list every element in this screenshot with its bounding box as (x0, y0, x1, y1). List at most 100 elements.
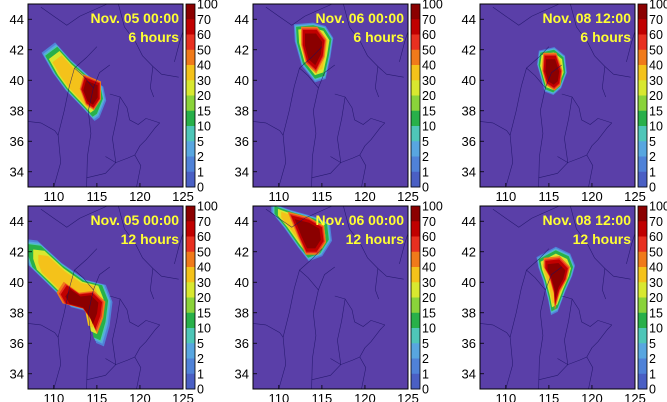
colorbar-tick-label: 60 (197, 230, 211, 244)
colorbar-segment (411, 236, 420, 253)
x-tick-label: 110 (268, 189, 289, 204)
colorbar-tick-label: 1 (197, 165, 204, 179)
panel-frame (252, 205, 409, 390)
y-tick-label: 44 (462, 214, 476, 229)
colorbar-tick-label: 50 (422, 245, 436, 259)
colorbar-tick-label: 20 (422, 291, 436, 305)
colorbar-tick-label: 2 (197, 352, 204, 366)
colorbar-segment (186, 34, 195, 51)
colorbar-tick-label: 70 (649, 215, 663, 229)
colorbar-tick-label: 60 (197, 28, 211, 42)
colorbar-segment (638, 156, 647, 173)
colorbar-tick-label: 50 (649, 43, 663, 57)
colorbar-segment (638, 251, 647, 268)
y-tick-label: 38 (235, 103, 249, 118)
border-line (253, 121, 284, 136)
border-line (337, 298, 346, 365)
colorbar-tick-label: 60 (422, 28, 436, 42)
colorbar-segment (638, 110, 647, 127)
border-line (86, 64, 110, 187)
plume-core (294, 219, 321, 249)
border-line (538, 266, 562, 389)
border-line (118, 4, 179, 78)
border-line (526, 67, 546, 89)
colorbar-tick-label: 30 (197, 276, 211, 290)
border-line (105, 154, 135, 163)
colorbar-tick-label: 10 (649, 322, 663, 336)
colorbar-tick-label: 100 (197, 0, 218, 12)
y-tick-label: 34 (462, 366, 476, 381)
border-line (570, 206, 631, 280)
x-tick-label: 115 (87, 189, 108, 204)
y-tick-label: 44 (235, 12, 249, 27)
colorbar-segment (411, 126, 420, 142)
colorbar-tick-label: 5 (649, 337, 656, 351)
colorbar-tick-label: 20 (197, 89, 211, 103)
colorbar-segment (411, 141, 420, 157)
border-line (492, 206, 573, 228)
border-line (343, 4, 404, 78)
x-tick-label: 115 (87, 391, 108, 402)
border-line (311, 266, 335, 389)
colorbar-segment (411, 171, 420, 188)
colorbar-segment (638, 206, 647, 222)
colorbar-segment (638, 126, 647, 142)
colorbar-tick-label: 0 (197, 181, 204, 195)
colorbar-segment (411, 373, 420, 390)
y-tick-label: 42 (235, 244, 249, 259)
colorbar-segment (411, 358, 420, 375)
border-line (112, 298, 121, 365)
x-tick-label: 120 (129, 391, 151, 402)
x-tick-label: 120 (354, 189, 376, 204)
x-tick-label: 115 (312, 189, 333, 204)
colorbar-tick-label: 10 (422, 322, 436, 336)
colorbar-tick-label: 20 (649, 291, 663, 305)
colorbar-tick-label: 40 (422, 261, 436, 275)
annotation-duration: 12 hours (121, 231, 180, 247)
border-line (343, 206, 404, 280)
colorbar-tick-label: 50 (649, 245, 663, 259)
x-tick-label: 125 (172, 391, 194, 402)
border-line (299, 67, 319, 89)
border-line (174, 31, 183, 62)
colorbar-segment (186, 206, 195, 222)
colorbar-tick-label: 2 (197, 150, 204, 164)
x-tick-label: 110 (495, 391, 516, 402)
border-line (86, 162, 117, 179)
y-tick-label: 34 (10, 164, 24, 179)
colorbar-segment (186, 80, 195, 96)
colorbar-segment (411, 65, 420, 81)
colorbar-tick-label: 70 (422, 215, 436, 229)
border-line (557, 356, 587, 365)
border-line (74, 269, 94, 291)
colorbar-tick-label: 30 (197, 74, 211, 88)
colorbar-tick-label: 60 (649, 28, 663, 42)
colorbar-tick-label: 10 (197, 120, 211, 134)
annotation-duration: 12 hours (346, 231, 405, 247)
colorbar-segment (638, 282, 647, 298)
x-tick-label: 115 (539, 391, 560, 402)
colorbar-tick-label: 100 (422, 200, 443, 214)
colorbar-segment (638, 80, 647, 96)
colorbar-segment (186, 4, 195, 20)
border-line (626, 233, 635, 264)
y-tick-label: 40 (462, 73, 476, 88)
border-line (601, 268, 606, 300)
border-line (538, 64, 562, 187)
x-tick-label: 125 (624, 189, 646, 204)
colorbar-tick-label: 2 (422, 352, 429, 366)
colorbar-tick-label: 70 (197, 13, 211, 27)
colorbar-tick-label: 15 (422, 306, 436, 320)
border-line (74, 67, 94, 89)
colorbar-tick-label: 10 (649, 120, 663, 134)
y-tick-label: 44 (462, 12, 476, 27)
colorbar-segment (411, 343, 420, 359)
colorbar-tick-label: 1 (422, 165, 429, 179)
colorbar-segment (186, 171, 195, 188)
border-line (86, 364, 117, 381)
border-line (311, 162, 342, 179)
colorbar-tick-label: 30 (649, 74, 663, 88)
border-line (28, 121, 59, 136)
